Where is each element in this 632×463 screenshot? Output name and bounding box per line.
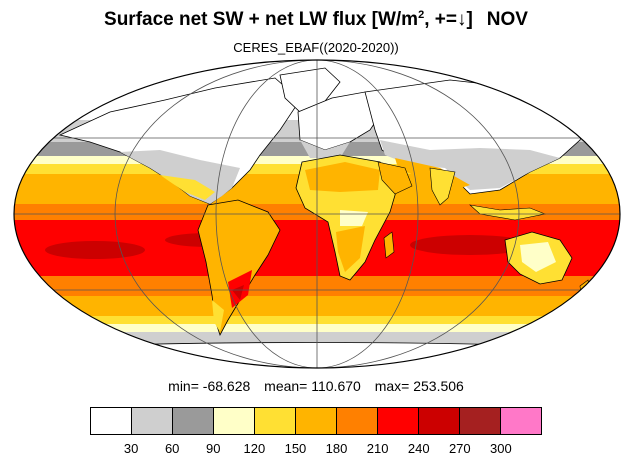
madagascar <box>383 231 395 259</box>
colorbar-box <box>296 408 337 434</box>
graticule <box>14 60 620 368</box>
colorbar-tick-label: 30 <box>123 441 139 456</box>
dark-red-patch <box>410 235 530 255</box>
colorbar-box <box>255 408 296 434</box>
colorbar-box <box>419 408 460 434</box>
colorbar-tick-label: 180 <box>325 441 348 456</box>
colorbar-tick-label: 300 <box>490 441 512 456</box>
globe-outline <box>13 59 621 369</box>
min-stat: min= -68.628 <box>168 378 251 394</box>
arabia <box>377 161 413 195</box>
colorbar-labels: 30 60 90 120 150 180 210 240 270 300 <box>0 441 632 457</box>
colorbar-tick-label: 60 <box>164 441 180 456</box>
colorbar-box <box>501 408 541 434</box>
dark-red-patch <box>45 241 145 259</box>
colorbar-tick-label: 90 <box>206 441 221 456</box>
colorbar-box <box>378 408 419 434</box>
colorbar-box <box>91 408 132 434</box>
colorbar <box>90 407 542 435</box>
map-title: Surface net SW + net LW flux [W/m2, +=↓]… <box>104 9 528 30</box>
antarctica <box>14 342 620 368</box>
south-america <box>197 199 281 337</box>
dataset-subtitle: CERES_EBAF((2020-2020)) <box>233 40 399 55</box>
colorbar-tick-label: 150 <box>284 441 307 456</box>
mean-stat: mean= 110.670 <box>264 378 361 394</box>
colorbar-box <box>337 408 378 434</box>
month-label: NOV <box>486 9 528 30</box>
colorbar-box <box>214 408 255 434</box>
stats-line: min= -68.628 mean= 110.670 max= 253.506 <box>0 378 632 394</box>
colorbar-tick-label: 270 <box>448 441 471 456</box>
north-america <box>58 77 301 205</box>
colorbar-box <box>173 408 214 434</box>
colorbar-tick-label: 240 <box>407 441 430 456</box>
colorbar-box <box>460 408 501 434</box>
max-stat: max= 253.506 <box>374 378 464 394</box>
india <box>429 167 456 206</box>
colorbar-tick-label: 210 <box>366 441 389 456</box>
colorbar-box <box>132 408 173 434</box>
flux-field <box>14 60 620 368</box>
europe <box>297 91 383 151</box>
colorbar-tick-label: 120 <box>243 441 266 456</box>
